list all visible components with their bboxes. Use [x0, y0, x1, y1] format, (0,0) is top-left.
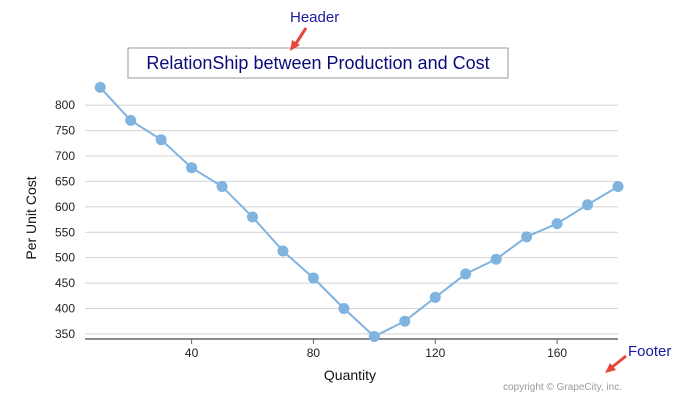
- data-point: [277, 245, 289, 257]
- data-point: [307, 272, 319, 284]
- y-tick-label: 800: [55, 98, 75, 112]
- y-tick-label: 450: [55, 276, 75, 290]
- data-point: [186, 162, 198, 174]
- data-point: [551, 218, 563, 230]
- series-polyline: [99, 86, 619, 338]
- data-point: [521, 231, 533, 243]
- data-point: [338, 303, 350, 314]
- y-tick-label: 350: [55, 327, 75, 341]
- y-tick-label: 500: [55, 251, 75, 265]
- x-axis-title: Quantity: [324, 367, 376, 383]
- y-tick-label: 750: [55, 124, 75, 138]
- footer-annotation: Footer: [605, 343, 671, 373]
- y-tick-label: 650: [55, 174, 75, 188]
- x-tick-label: 120: [425, 346, 445, 360]
- chart-title: RelationShip between Production and Cost: [146, 53, 489, 73]
- data-point: [612, 181, 624, 192]
- chart-title-box: RelationShip between Production and Cost: [127, 47, 509, 79]
- footer-annotation-label: Footer: [628, 343, 671, 360]
- data-point: [216, 181, 228, 192]
- y-tick-label: 600: [55, 200, 75, 214]
- data-point: [399, 315, 411, 327]
- y-axis-ticks: 350 400 450 500 550 600 650 700 750 800: [55, 98, 75, 341]
- y-tick-label: 700: [55, 149, 75, 163]
- x-tick-label: 40: [185, 346, 199, 360]
- data-point: [247, 211, 259, 223]
- y-axis-title: Per Unit Cost: [23, 176, 39, 259]
- footer-arrow-icon: [605, 354, 627, 373]
- data-point: [582, 199, 594, 211]
- x-tick-label: 160: [547, 346, 567, 360]
- data-point: [490, 253, 502, 265]
- data-point: [429, 291, 441, 303]
- footer-copyright: copyright © GrapeCity, inc.: [503, 382, 622, 393]
- gridlines: [85, 104, 618, 335]
- x-axis-ticks: 40 80 120 160: [185, 339, 567, 360]
- x-tick-label: 80: [307, 346, 321, 360]
- y-tick-label: 550: [55, 225, 75, 239]
- header-arrow-icon: [290, 27, 308, 51]
- data-point: [460, 268, 472, 280]
- y-tick-label: 400: [55, 302, 75, 316]
- data-point: [94, 81, 106, 93]
- data-point: [125, 114, 137, 126]
- series-points: [94, 81, 624, 342]
- data-point: [155, 134, 167, 146]
- series-line: [99, 86, 619, 338]
- header-annotation-label: Header: [290, 9, 339, 26]
- header-annotation: Header: [290, 9, 339, 51]
- data-point: [368, 330, 380, 342]
